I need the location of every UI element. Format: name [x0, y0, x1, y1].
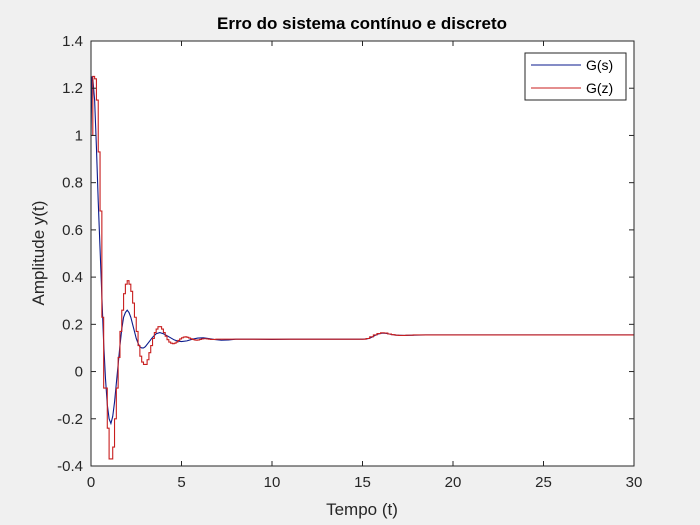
x-tick-label: 15	[354, 474, 371, 491]
legend-label-gz: G(z)	[586, 80, 613, 96]
legend[interactable]: G(s) G(z)	[524, 52, 627, 101]
axis-layer: 0 5 10 15 20 25 30 -0.4 -0.2 0 0.2 0.4 0.6 0.8 1 1.2 1.4	[57, 33, 642, 491]
x-tick-label: 10	[264, 474, 281, 491]
x-tick-label: 30	[626, 474, 643, 491]
y-tick-label: -0.4	[57, 458, 83, 475]
y-tick-label: 0.4	[62, 269, 83, 286]
legend-label-gs: G(s)	[586, 57, 613, 73]
x-tick-label: 0	[87, 474, 95, 491]
legend-box	[524, 52, 627, 101]
x-tick-label: 20	[445, 474, 462, 491]
series-layer	[90, 75, 634, 460]
y-tick-label: 1.4	[62, 33, 83, 50]
y-tick-label: 0	[75, 364, 83, 381]
y-tick-label: -0.2	[57, 411, 83, 428]
y-tick-label: 0.6	[62, 222, 83, 239]
series-line-gz	[91, 75, 634, 460]
x-tick-label: 5	[177, 474, 185, 491]
chart-title: Erro do sistema contínuo e discreto	[217, 14, 507, 33]
y-tick-label: 0.8	[62, 175, 83, 192]
x-axis-label: Tempo (t)	[326, 500, 398, 519]
x-tick-label: 25	[535, 474, 552, 491]
y-tick-label: 1.2	[62, 80, 83, 97]
plot-frame	[90, 40, 635, 467]
plot-area	[91, 41, 634, 466]
y-axis-label: Amplitude y(t)	[29, 201, 48, 306]
y-tick-label: 1	[75, 127, 83, 144]
y-tick-label: 0.2	[62, 316, 83, 333]
